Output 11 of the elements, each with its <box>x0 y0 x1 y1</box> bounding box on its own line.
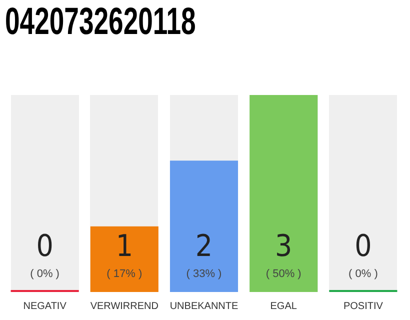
x-tick-label: EGAL <box>270 300 298 312</box>
x-tick-label: VERWIRREND <box>90 300 158 312</box>
data-label: 0 ( 0% ) <box>348 228 378 280</box>
chart-title: 0420732620118 <box>5 0 196 44</box>
data-label: 0 ( 0% ) <box>30 228 60 280</box>
data-label: 2 ( 33% ) <box>186 228 222 280</box>
x-tick-label: POSITIV <box>343 300 384 312</box>
data-label: 1 ( 17% ) <box>106 228 142 280</box>
data-label: 3 ( 50% ) <box>266 228 302 280</box>
x-tick-label: UNBEKANNTE <box>170 300 238 312</box>
x-tick-label: NEGATIV <box>23 300 67 312</box>
